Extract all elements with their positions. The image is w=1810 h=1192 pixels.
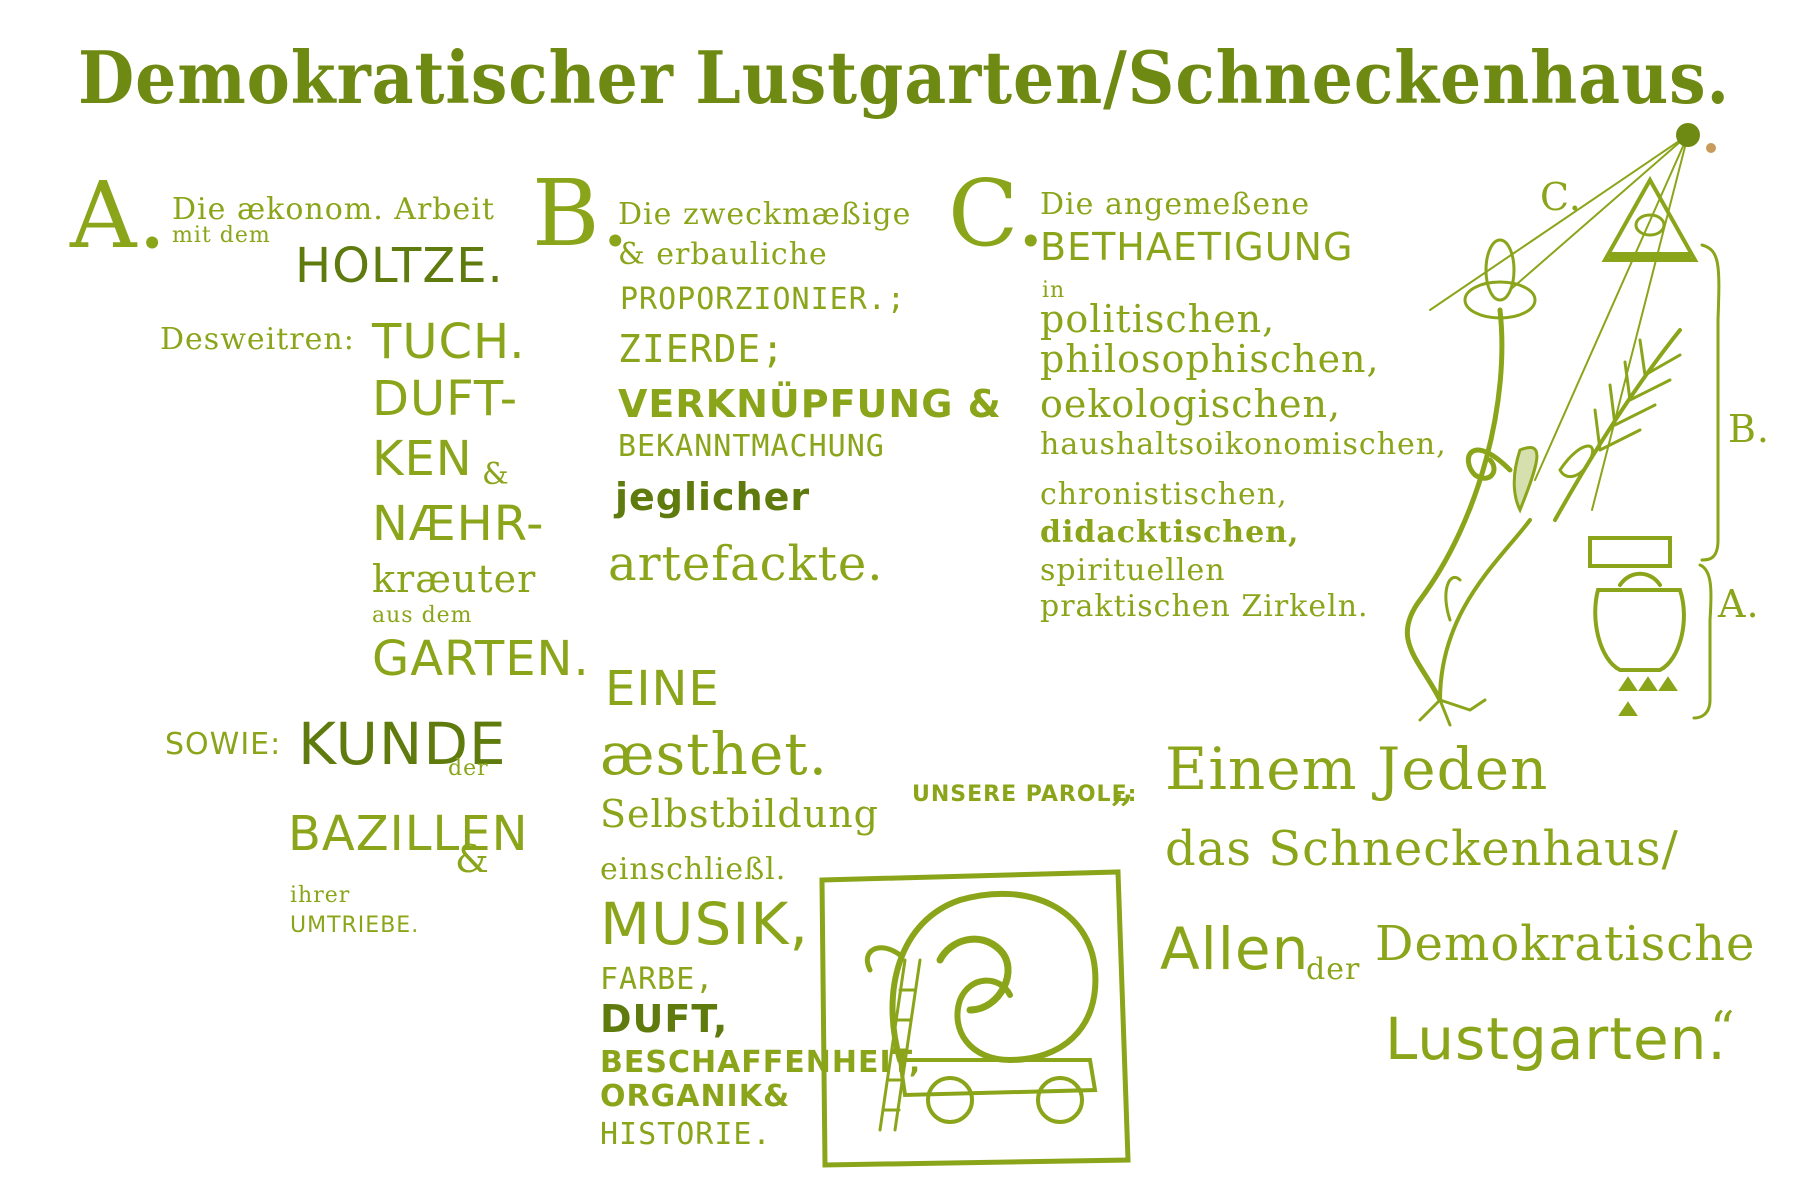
section-a-word-2: DUFT- — [372, 371, 519, 427]
section-b-eine-4: einschließl. — [600, 852, 787, 887]
section-b-line8: artefackte. — [608, 536, 884, 592]
section-b-eine-7: DUFT, — [600, 997, 729, 1041]
parole-line-5: Demokratische — [1375, 916, 1756, 972]
section-b-letter: B. — [532, 160, 631, 267]
section-a-ampersand-2: & — [455, 837, 490, 881]
section-a-word-1: TUCH. — [372, 314, 526, 370]
section-a-desweitren: Desweitren: — [160, 322, 355, 357]
title-part-3: Schneckenhaus. — [1127, 35, 1730, 120]
section-b-eine-10: HISTORIE. — [600, 1117, 772, 1152]
section-c-line5: philosophischen, — [1040, 337, 1380, 381]
page-title: Demokratischer Lustgarten/Schneckenhaus. — [78, 42, 1730, 114]
section-a-ampersand-1: & — [482, 457, 510, 492]
title-part-1: Demokratischer — [78, 35, 674, 120]
section-b-eine-5: MUSIK, — [600, 890, 809, 958]
section-b-line2: & erbauliche — [618, 237, 828, 272]
section-b-eine-8: BESCHAFFENHEIT, — [600, 1045, 922, 1080]
section-a-line2: mit dem — [172, 223, 271, 248]
section-a-word-11: UMTRIEBE. — [290, 913, 420, 938]
section-c-line9: didacktischen, — [1040, 515, 1300, 550]
parole-line-4: der — [1306, 952, 1361, 987]
section-a-word-8: KUNDE — [298, 710, 507, 778]
section-a-word-10: ihrer — [290, 883, 351, 908]
section-a-word-5: kræuter — [372, 557, 537, 601]
section-c-line7: haushaltsoikonomischen, — [1040, 427, 1447, 462]
section-a-line1: Die ækonom. Arbeit — [172, 192, 495, 227]
section-a-word-9: BAZILLEN — [288, 806, 529, 862]
section-b-line6: BEKANNTMACHUNG — [618, 429, 885, 464]
section-b-line7: jeglicher — [615, 475, 811, 519]
title-separator: / — [1103, 35, 1128, 120]
parole-line-3: Allen — [1160, 915, 1310, 983]
section-b-line1: Die zweckmæßige — [618, 197, 912, 232]
parole-line-6: Lustgarten. — [1385, 1005, 1727, 1073]
section-b-eine-9: ORGANIK& — [600, 1079, 791, 1114]
diagram-label-c: C. — [1540, 175, 1582, 219]
section-b-eine-6: FARBE, — [600, 962, 715, 997]
section-c-line1: Die angemeßene — [1040, 187, 1311, 222]
parole-quote-open: „ — [1110, 756, 1136, 812]
section-a-word-3: KEN — [372, 431, 473, 487]
parole-quote-close: “ — [1710, 1001, 1736, 1057]
section-c-letter: C. — [948, 160, 1047, 267]
section-c-line3: in — [1042, 278, 1066, 303]
section-c-line11: praktischen Zirkeln. — [1040, 589, 1369, 624]
section-b-line4: ZIERDE; — [618, 327, 786, 371]
snail-house-illustration — [819, 869, 1131, 1168]
section-a-word-4: NÆHR- — [372, 496, 545, 552]
parole-line-2: das Schneckenhaus/ — [1165, 821, 1679, 877]
section-a-word-7: GARTEN. — [372, 631, 590, 687]
section-a-word-6: aus dem — [372, 603, 473, 628]
section-b-eine-1: EINE — [605, 661, 720, 717]
ink-spot — [1706, 143, 1716, 153]
section-c-line6: oekologischen, — [1040, 382, 1342, 426]
section-c-line4: politischen, — [1040, 297, 1276, 341]
section-a-word-8b: der — [448, 756, 489, 781]
diagram-label-b: B. — [1728, 407, 1771, 451]
section-a-letter: A. — [70, 162, 168, 269]
diagram-label-a: A. — [1718, 582, 1760, 626]
parole-line-1: Einem Jeden — [1165, 735, 1549, 803]
section-c-line10: spirituellen — [1040, 553, 1226, 588]
section-a-line3: HOLTZE. — [295, 238, 504, 294]
section-a-sowie: SOWIE: — [165, 727, 282, 762]
section-c-line2: BETHAETIGUNG — [1040, 225, 1354, 269]
title-part-2: Lustgarten — [695, 35, 1104, 120]
section-c-line8: chronistischen, — [1040, 477, 1288, 512]
section-b-eine-3: Selbstbildung — [600, 792, 879, 836]
parole-label: UNSERE PAROLE: — [912, 782, 1138, 807]
section-b-line5: VERKNÜPFUNG & — [618, 382, 1002, 426]
plant-illustration — [1404, 134, 1721, 727]
section-b-line3: PROPORZIONIER.; — [620, 282, 906, 317]
sun-dot — [1676, 123, 1700, 147]
section-b-eine-2: æsthet. — [600, 720, 829, 788]
